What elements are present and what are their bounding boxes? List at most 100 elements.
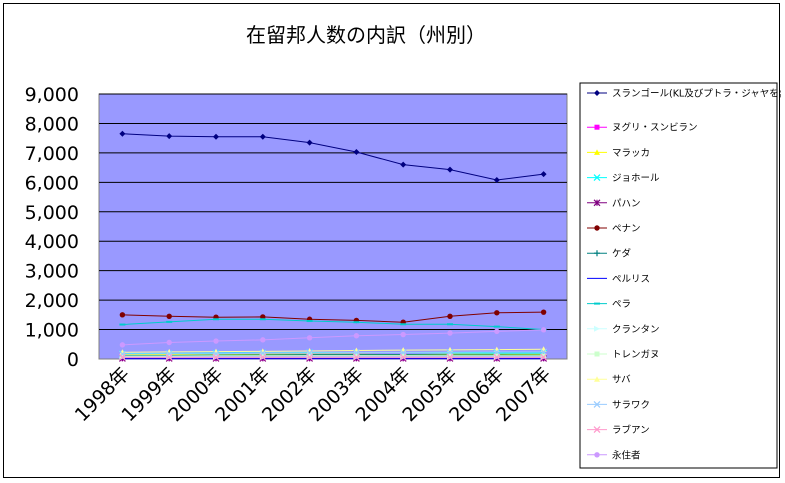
- chart-title: 在留邦人数の内訳（州別）: [246, 23, 486, 47]
- data-point: [593, 400, 601, 408]
- data-point: [594, 149, 600, 155]
- series-line: [122, 311, 544, 323]
- legend-label: ヌグリ・スンビラン: [612, 122, 698, 134]
- series-group: [119, 353, 547, 359]
- data-point: [493, 348, 501, 356]
- data-point: [166, 313, 172, 320]
- data-point: [306, 348, 313, 354]
- legend-entry: トレンガヌ: [587, 350, 660, 361]
- series-group: [118, 353, 548, 361]
- data-point: [594, 452, 600, 458]
- y-tick-label: 0: [67, 349, 79, 371]
- data-point: [493, 353, 501, 361]
- data-point: [594, 250, 600, 257]
- data-point: [400, 353, 406, 359]
- data-point: [400, 161, 407, 168]
- data-point: [352, 353, 360, 361]
- legend-label: ペラ: [612, 299, 631, 310]
- legend-entry: スランゴール(KL及びプトラ・ジャヤを含む): [587, 88, 781, 100]
- legend-entry: パハン: [587, 198, 641, 209]
- data-point: [260, 337, 266, 343]
- legend-entry: クランタン: [587, 324, 660, 335]
- data-point: [306, 139, 313, 146]
- data-point: [593, 199, 601, 207]
- series-line: [122, 351, 544, 355]
- legend-entry: ジョホール: [587, 173, 660, 184]
- y-tick-label: 8,000: [25, 113, 79, 135]
- legend-label: ラブアン: [612, 424, 650, 436]
- legend-entry: サラワク: [587, 400, 650, 411]
- data-point: [166, 339, 172, 346]
- data-point: [593, 174, 601, 182]
- y-tick-label: 6,000: [25, 172, 79, 194]
- data-point: [594, 225, 600, 231]
- data-point: [166, 348, 173, 355]
- data-point: [119, 130, 126, 137]
- data-point: [213, 133, 219, 140]
- plot-area: 0 1,000 2,000 3,000 4,000 5,000 6,000 7,000 8,00…: [25, 84, 568, 426]
- legend-label: パハン: [612, 198, 641, 209]
- y-tick-label: 3,000: [25, 261, 79, 283]
- data-point: [540, 327, 547, 333]
- data-point: [400, 331, 406, 338]
- data-point: [166, 353, 172, 359]
- data-point: [306, 335, 313, 341]
- y-tick-label: 7,000: [25, 143, 79, 165]
- data-point: [399, 353, 407, 361]
- data-point: [118, 353, 126, 361]
- y-tick-label: 2,000: [25, 290, 79, 312]
- series-line: [122, 133, 544, 181]
- data-point: [306, 353, 314, 361]
- legend-label: スランゴール(KL及びプトラ・ジャヤを含む): [612, 88, 781, 100]
- data-point: [540, 309, 547, 315]
- series-line: [122, 348, 544, 353]
- data-point: [594, 90, 600, 96]
- data-point: [541, 353, 547, 359]
- legend-label: ジョホール: [612, 173, 660, 184]
- legend-entry: ケダ: [587, 248, 632, 260]
- data-point: [259, 348, 266, 354]
- data-point: [119, 353, 125, 359]
- data-point: [260, 314, 266, 320]
- data-point: [494, 310, 500, 316]
- y-tick-label: 4,000: [25, 231, 79, 253]
- series-group: [119, 130, 547, 183]
- data-point: [353, 333, 360, 339]
- data-point: [446, 348, 454, 356]
- series-line: [122, 318, 544, 331]
- data-point: [594, 351, 600, 357]
- y-tick-label: 5,000: [25, 202, 79, 224]
- data-point: [446, 353, 454, 361]
- data-point: [594, 124, 600, 130]
- data-point: [493, 176, 500, 183]
- data-point: [307, 353, 313, 359]
- legend-label: マラッカ: [612, 148, 650, 159]
- data-point: [447, 353, 453, 359]
- chart-canvas: 在留邦人数の内訳（州別） 0 1,000 2,000 3,000 4,000 5,000 6…: [25, 23, 781, 469]
- data-point: [353, 149, 360, 156]
- data-point: [165, 353, 173, 361]
- data-point: [119, 312, 126, 318]
- legend-entry: ペラ: [587, 299, 631, 310]
- data-point: [494, 353, 500, 359]
- legend-box: [579, 82, 778, 469]
- series-line: [122, 329, 544, 346]
- data-point: [494, 328, 500, 335]
- legend-entry: 永住者: [587, 449, 641, 461]
- data-point: [212, 353, 220, 361]
- legend-label: 永住者: [612, 449, 641, 461]
- data-point: [353, 353, 359, 359]
- data-point: [447, 166, 453, 173]
- data-point: [119, 349, 126, 355]
- legend-entry: サバ: [587, 375, 631, 386]
- data-point: [260, 353, 266, 359]
- legend-label: トレンガヌ: [612, 350, 660, 361]
- legend-entry: ペナン: [587, 224, 641, 235]
- series-group: [119, 327, 547, 348]
- legend-label: サバ: [612, 375, 631, 386]
- data-point: [540, 348, 548, 356]
- y-tick-label: 9,000: [25, 84, 79, 106]
- legend-label: サラワク: [612, 400, 650, 411]
- data-point: [594, 376, 600, 382]
- data-point: [540, 353, 548, 361]
